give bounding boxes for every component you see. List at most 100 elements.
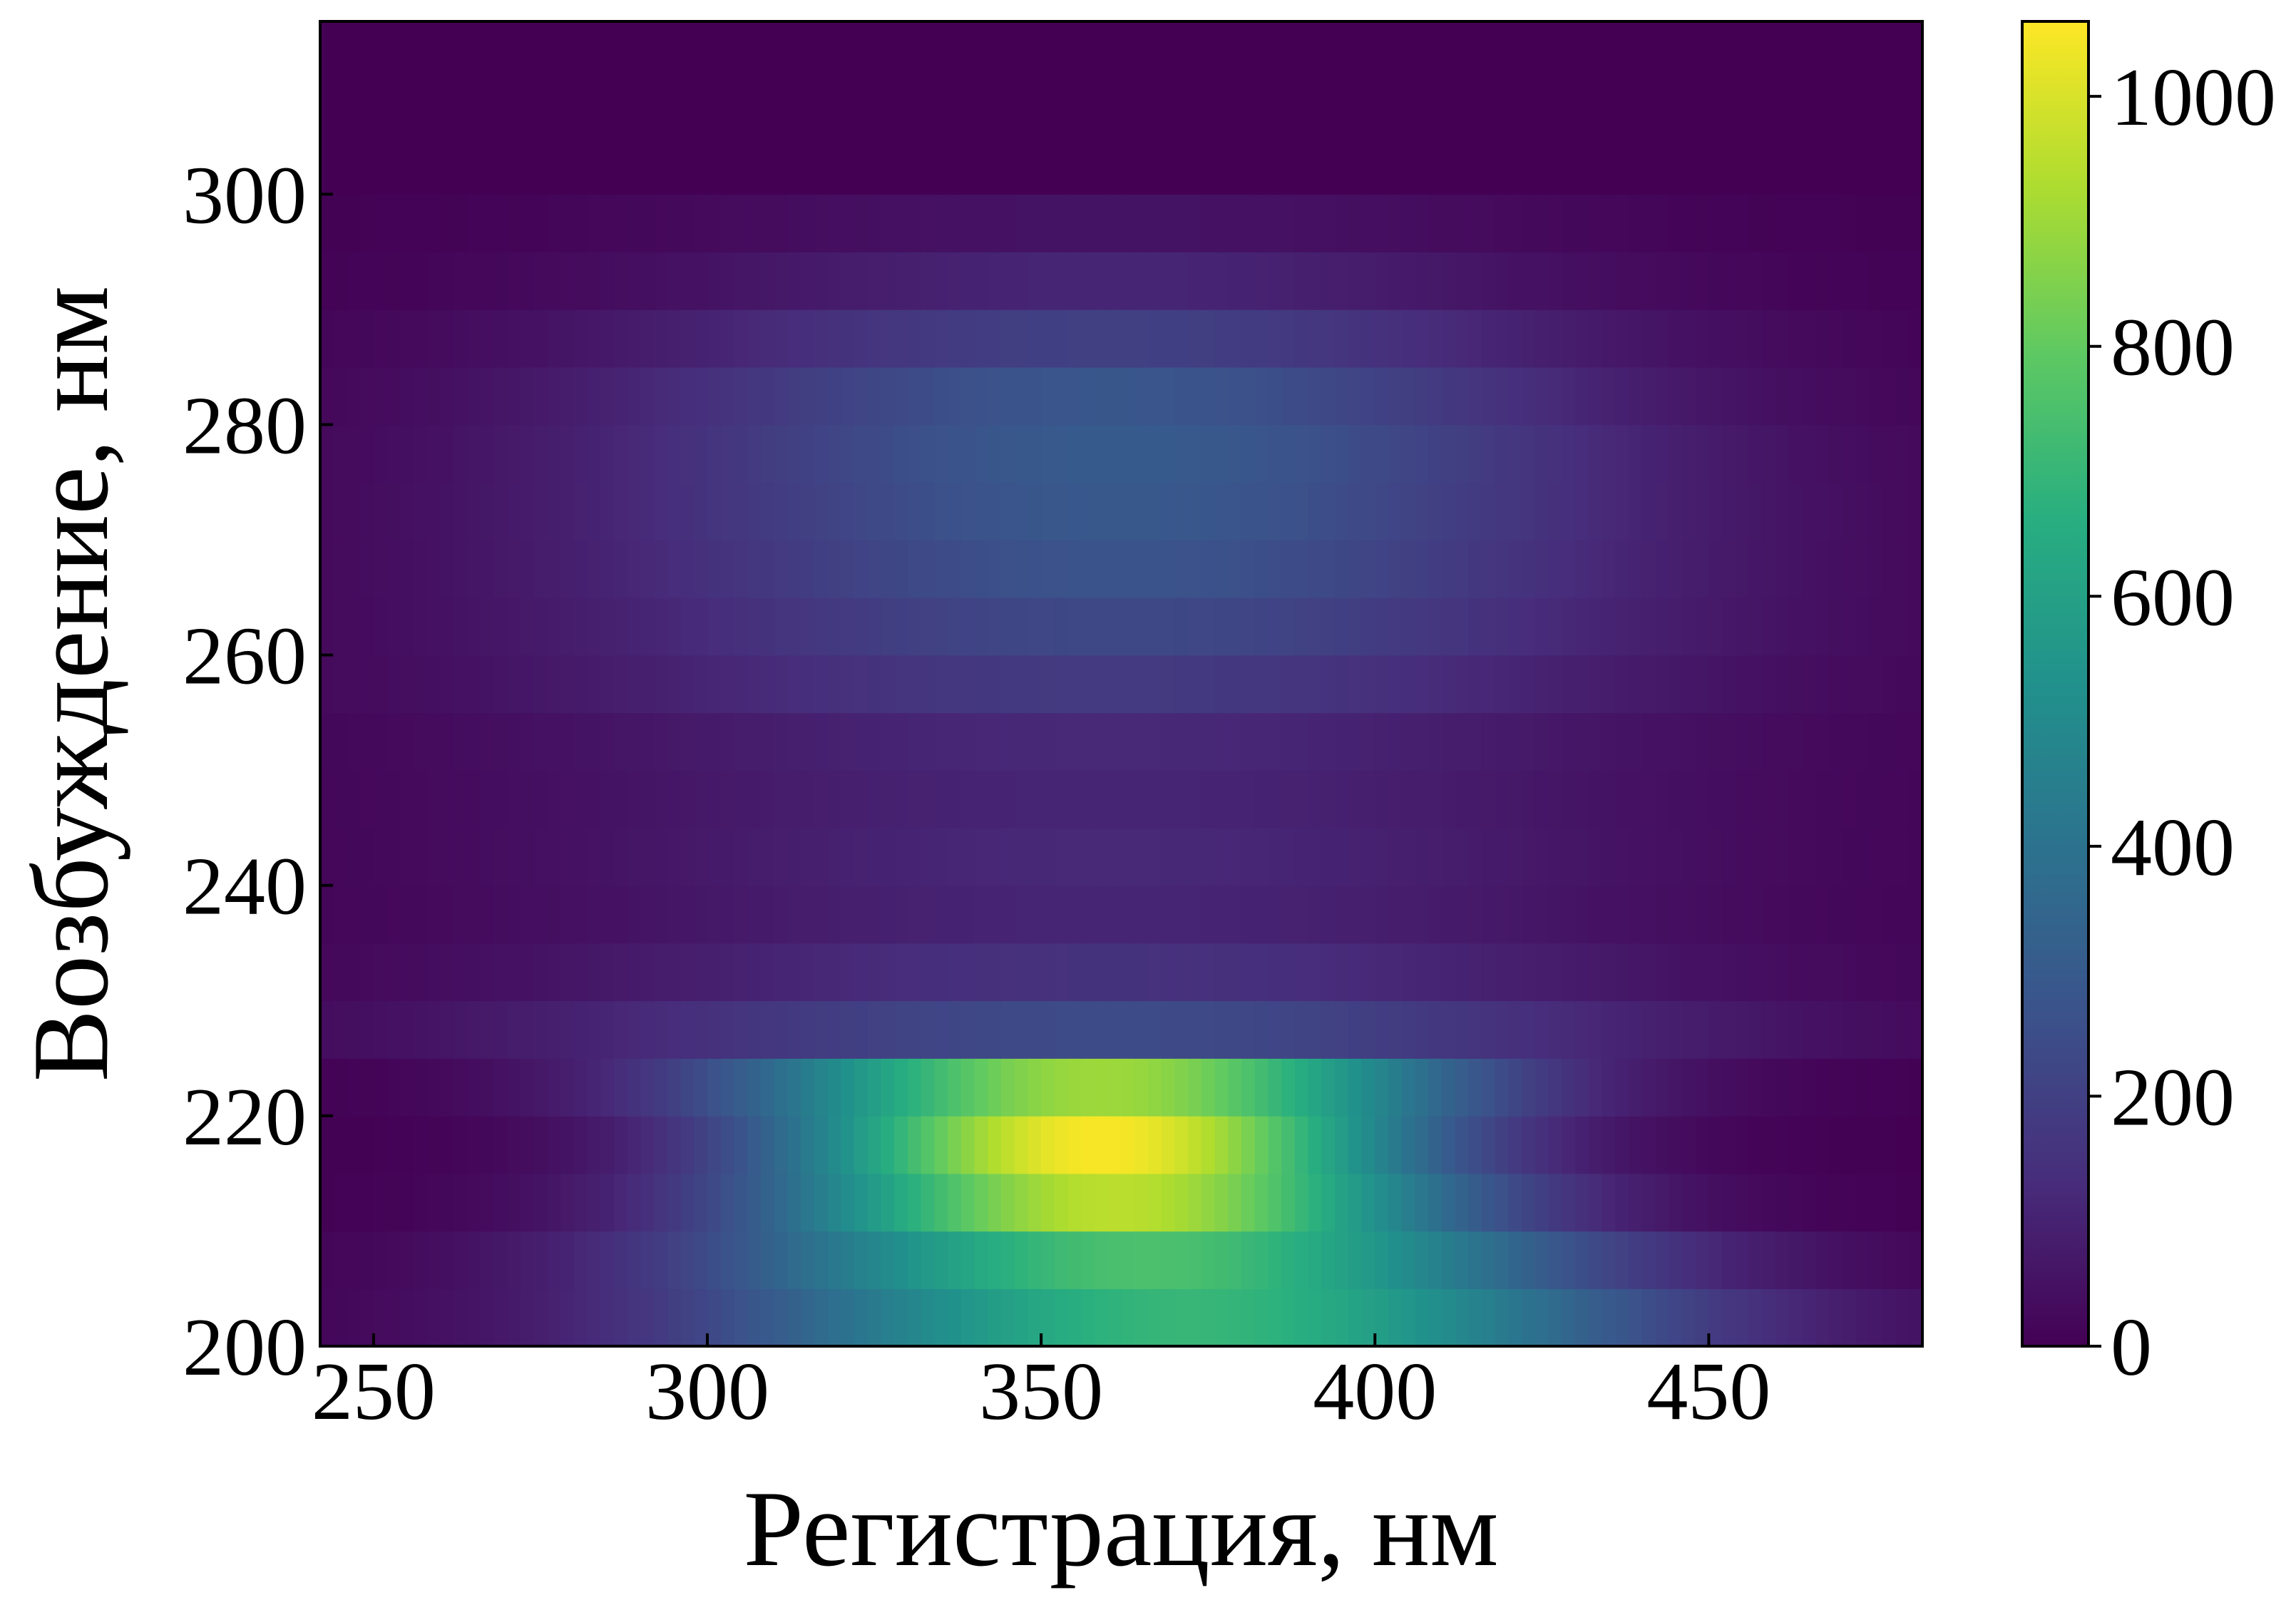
heatmap-cell [1134, 655, 1149, 714]
heatmap-cell [600, 943, 615, 1002]
heatmap-cell [1027, 1231, 1042, 1290]
heatmap-cell [881, 540, 895, 598]
heatmap-cell [1027, 712, 1042, 771]
heatmap-cell [1828, 424, 1843, 483]
heatmap-cell [1562, 885, 1576, 944]
heatmap-cell [573, 1058, 588, 1117]
heatmap-cell [1508, 1058, 1523, 1117]
heatmap-cell [547, 597, 561, 656]
heatmap-cell [1562, 424, 1576, 483]
heatmap-cell [907, 21, 922, 80]
heatmap-cell [734, 597, 748, 656]
heatmap-cell [1214, 21, 1229, 80]
heatmap-cell [1401, 943, 1416, 1002]
heatmap-cell [640, 1058, 655, 1117]
heatmap-cell [1681, 655, 1696, 714]
heatmap-cell [841, 309, 855, 368]
heatmap-cell [1869, 540, 1883, 598]
heatmap-cell [1335, 597, 1349, 656]
heatmap-cell [1228, 943, 1242, 1002]
heatmap-cell [787, 136, 801, 195]
heatmap-cell [1375, 712, 1389, 771]
heatmap-cell [480, 424, 495, 483]
heatmap-cell [426, 1058, 441, 1117]
heatmap-cell [1534, 194, 1549, 252]
heatmap-cell [1335, 424, 1349, 483]
heatmap-cell [1629, 1173, 1643, 1232]
heatmap-cell [1869, 1288, 1883, 1347]
heatmap-cell [801, 1115, 815, 1174]
heatmap-cell [640, 21, 655, 80]
heatmap-cell [747, 540, 762, 598]
heatmap-cell [907, 482, 922, 540]
heatmap-cell [1241, 1173, 1256, 1232]
heatmap-cell [1762, 366, 1776, 426]
heatmap-cell [1641, 712, 1656, 771]
heatmap-cell [1534, 136, 1549, 195]
heatmap-cell [1294, 1000, 1309, 1059]
heatmap-cell [747, 482, 762, 540]
heatmap-cell [1161, 136, 1176, 195]
heatmap-cell [1308, 366, 1323, 426]
heatmap-cell [1375, 1058, 1389, 1117]
heatmap-cell [1508, 136, 1523, 195]
heatmap-cell [1294, 655, 1309, 714]
heatmap-cell [587, 655, 602, 714]
heatmap-cell [1788, 136, 1803, 195]
heatmap-cell [627, 424, 642, 483]
heatmap-cell [1762, 1231, 1776, 1290]
heatmap-cell [1054, 540, 1069, 598]
heatmap-cell [1348, 1288, 1363, 1347]
heatmap-cell [1161, 655, 1176, 714]
heatmap-cell [386, 943, 401, 1002]
heatmap-cell [1495, 1173, 1510, 1232]
heatmap-cell [453, 1231, 468, 1290]
heatmap-cell [1468, 1173, 1482, 1232]
heatmap-cell [1748, 655, 1763, 714]
heatmap-cell [1722, 770, 1736, 829]
heatmap-cell [1575, 712, 1589, 771]
heatmap-cell [1335, 366, 1349, 426]
heatmap-cell [787, 1231, 801, 1290]
heatmap-cell [1655, 366, 1670, 426]
heatmap-cell [1681, 1288, 1696, 1347]
heatmap-cell [613, 770, 628, 829]
heatmap-cell [1455, 1288, 1470, 1347]
heatmap-cell [1815, 136, 1830, 195]
heatmap-cell [1522, 597, 1536, 656]
heatmap-cell [1228, 885, 1242, 944]
heatmap-cell [1388, 943, 1403, 1002]
heatmap-cell [507, 597, 521, 656]
heatmap-cell [1575, 78, 1589, 138]
heatmap-cell [440, 655, 455, 714]
heatmap-cell [466, 597, 481, 656]
heatmap-cell [1615, 1058, 1629, 1117]
heatmap-cell [1361, 21, 1376, 80]
heatmap-cell [1522, 1058, 1536, 1117]
heatmap-cell [867, 136, 882, 195]
heatmap-cell [1562, 1115, 1576, 1174]
heatmap-cell [1482, 136, 1496, 195]
heatmap-cell [1802, 885, 1816, 944]
heatmap-cell [787, 827, 801, 886]
heatmap-cell [1708, 309, 1723, 368]
heatmap-cell [453, 827, 468, 886]
heatmap-cell [1455, 655, 1470, 714]
heatmap-cell [1869, 252, 1883, 310]
heatmap-cell [507, 424, 521, 483]
heatmap-cell [414, 309, 428, 368]
heatmap-cell [1708, 1000, 1723, 1059]
heatmap-cell [1815, 1288, 1830, 1347]
heatmap-cell [1495, 712, 1510, 771]
heatmap-cell [400, 1000, 414, 1059]
heatmap-cell [1361, 655, 1376, 714]
heatmap-cell [1522, 136, 1536, 195]
heatmap-cell [934, 252, 948, 310]
heatmap-cell [1241, 78, 1256, 138]
heatmap-cell [1482, 885, 1496, 944]
heatmap-cell [881, 366, 895, 426]
heatmap-cell [1201, 1000, 1216, 1059]
heatmap-cell [400, 366, 414, 426]
heatmap-cell [654, 770, 668, 829]
heatmap-cell [520, 1231, 535, 1290]
